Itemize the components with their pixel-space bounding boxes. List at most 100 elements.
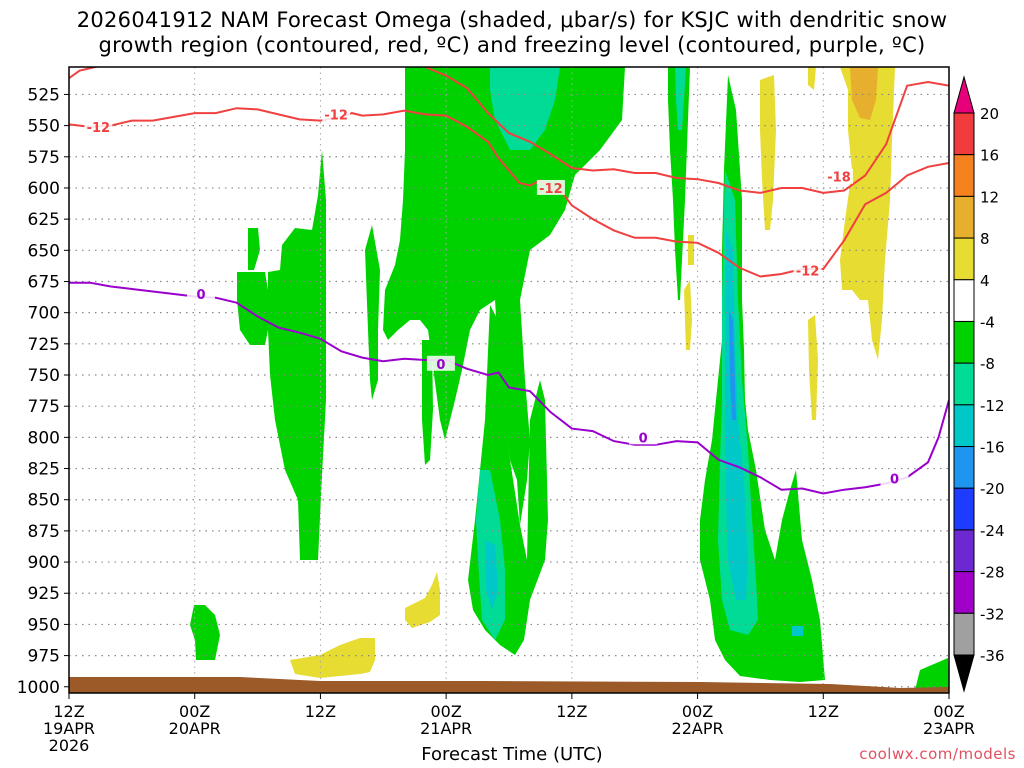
- omega-region: [808, 315, 818, 420]
- y-tick-label: 600: [28, 179, 60, 199]
- y-tick-label: 575: [28, 148, 60, 168]
- x-tick-label: 00Z: [933, 702, 964, 721]
- freezing-level-contour: [69, 281, 949, 495]
- colorbar-top-arrow: [953, 75, 975, 114]
- chart-title-line2: growth region (contoured, red, ºC) and f…: [98, 33, 926, 57]
- x-tick-label: 12Z: [53, 702, 84, 721]
- contour-label: 0: [436, 358, 445, 373]
- x-tick-label: 00Z: [682, 702, 713, 721]
- colorbar-label: -8: [980, 355, 995, 373]
- contour-label-bg: [536, 179, 565, 195]
- colorbar-label: 16: [980, 147, 999, 165]
- omega-region: [365, 225, 380, 400]
- omega-region: [405, 572, 440, 628]
- colorbar-swatch: [953, 487, 975, 531]
- colorbar-swatch: [953, 529, 975, 573]
- x-tick-label: 22APR: [672, 719, 724, 738]
- contour-label-bg: [880, 470, 909, 486]
- colorbar-swatch: [953, 195, 975, 239]
- y-tick-label: 725: [28, 335, 60, 355]
- y-tick-label: 900: [28, 553, 60, 573]
- omega-region: [684, 280, 692, 350]
- contour-labels: -12 -12 -12 -12 -18 0 0 0 0: [84, 106, 909, 488]
- colorbar-label: -16: [980, 439, 1005, 457]
- colorbar-swatch: [953, 320, 975, 364]
- dgz-minus18-contour: [424, 67, 949, 194]
- omega-region: [268, 150, 326, 560]
- y-tick-label: 700: [28, 304, 60, 324]
- contour-label: 0: [196, 288, 205, 303]
- contour-label-bg: [825, 168, 853, 184]
- plot-frame: [68, 66, 950, 694]
- x-axis-label: Forecast Time (UTC): [421, 744, 603, 765]
- colorbar-label: -32: [980, 605, 1005, 623]
- y-tick-label: 550: [28, 117, 60, 137]
- omega-region: [675, 67, 686, 130]
- colorbar-swatch: [953, 446, 975, 489]
- omega-region: [915, 658, 949, 690]
- x-tick-label: 12Z: [808, 702, 839, 721]
- contour-label: -12: [796, 264, 820, 279]
- contour-label-bg: [793, 262, 822, 278]
- colorbar-swatch: [953, 112, 975, 156]
- y-tick-label: 925: [28, 584, 60, 604]
- x-tick-label: 12Z: [305, 702, 336, 721]
- colorbar-label: 20: [980, 105, 999, 123]
- contour-label: -12: [539, 182, 563, 197]
- omega-region: [792, 626, 803, 636]
- x-tick-label: 20APR: [169, 719, 221, 738]
- y-tick-label: 625: [28, 210, 60, 230]
- contour-label: 0: [890, 473, 899, 488]
- x-tick-label: 23APR: [923, 719, 975, 738]
- colorbar-bottom-arrow: [953, 654, 975, 693]
- colorbar-label: -28: [980, 564, 1005, 582]
- colorbar-label: 8: [980, 230, 990, 248]
- dgz-minus12-contour: [69, 107, 949, 278]
- ground-surface: [69, 677, 949, 693]
- omega-region: [422, 340, 433, 465]
- colorbar-label: -24: [980, 522, 1005, 540]
- colorbar-swatch: [953, 404, 975, 448]
- contour-label: -12: [324, 108, 348, 123]
- colorbar-swatch: [953, 154, 975, 197]
- x-tick-label: 00Z: [430, 702, 461, 721]
- chart-title-line1: 2026041912 NAM Forecast Omega (shaded, μ…: [76, 8, 948, 32]
- omega-region: [485, 540, 498, 610]
- colorbar-swatch: [953, 237, 975, 281]
- colorbar-swatch: [953, 362, 975, 406]
- colorbar-label: -36: [980, 647, 1005, 665]
- pressure-axis: 525 550 575 600 625 650 675 700 725 750 775 800 825 8…: [17, 85, 69, 698]
- colorbar-label: -4: [980, 313, 995, 331]
- y-tick-label: 675: [28, 272, 60, 292]
- omega-region: [729, 310, 736, 420]
- omega-region: [248, 228, 260, 270]
- omega-region: [850, 67, 878, 120]
- y-tick-label: 975: [28, 647, 60, 667]
- x-tick-label: 19APR: [43, 719, 95, 738]
- colorbar-label: -20: [980, 480, 1005, 498]
- x-tick-label: 00Z: [179, 702, 210, 721]
- contours: [69, 67, 949, 495]
- contour-label: -18: [827, 171, 851, 186]
- colorbar-swatch: [953, 279, 975, 322]
- contour-label-bg: [322, 106, 351, 122]
- colorbar-legend: 20 16 12 8 4 -4 -8 -12 -16 -20 -24 -28 -32 -36: [953, 75, 1005, 693]
- y-tick-label: 525: [28, 85, 60, 105]
- omega-region: [290, 638, 375, 678]
- credit-text: coolwx.com/models: [859, 745, 1016, 763]
- contour-label-bg: [629, 429, 658, 445]
- y-tick-label: 950: [28, 615, 60, 635]
- y-tick-label: 850: [28, 491, 60, 511]
- y-tick-label: 650: [28, 241, 60, 261]
- omega-region: [490, 67, 560, 150]
- contour-label-bg: [84, 118, 113, 134]
- y-tick-label: 800: [28, 428, 60, 448]
- contour-label: -12: [87, 121, 111, 136]
- colorbar-label: 4: [980, 272, 990, 290]
- colorbar-label: -12: [980, 397, 1005, 415]
- colorbar-swatch: [953, 612, 975, 656]
- omega-region: [237, 272, 268, 345]
- colorbar-label: 12: [980, 188, 999, 206]
